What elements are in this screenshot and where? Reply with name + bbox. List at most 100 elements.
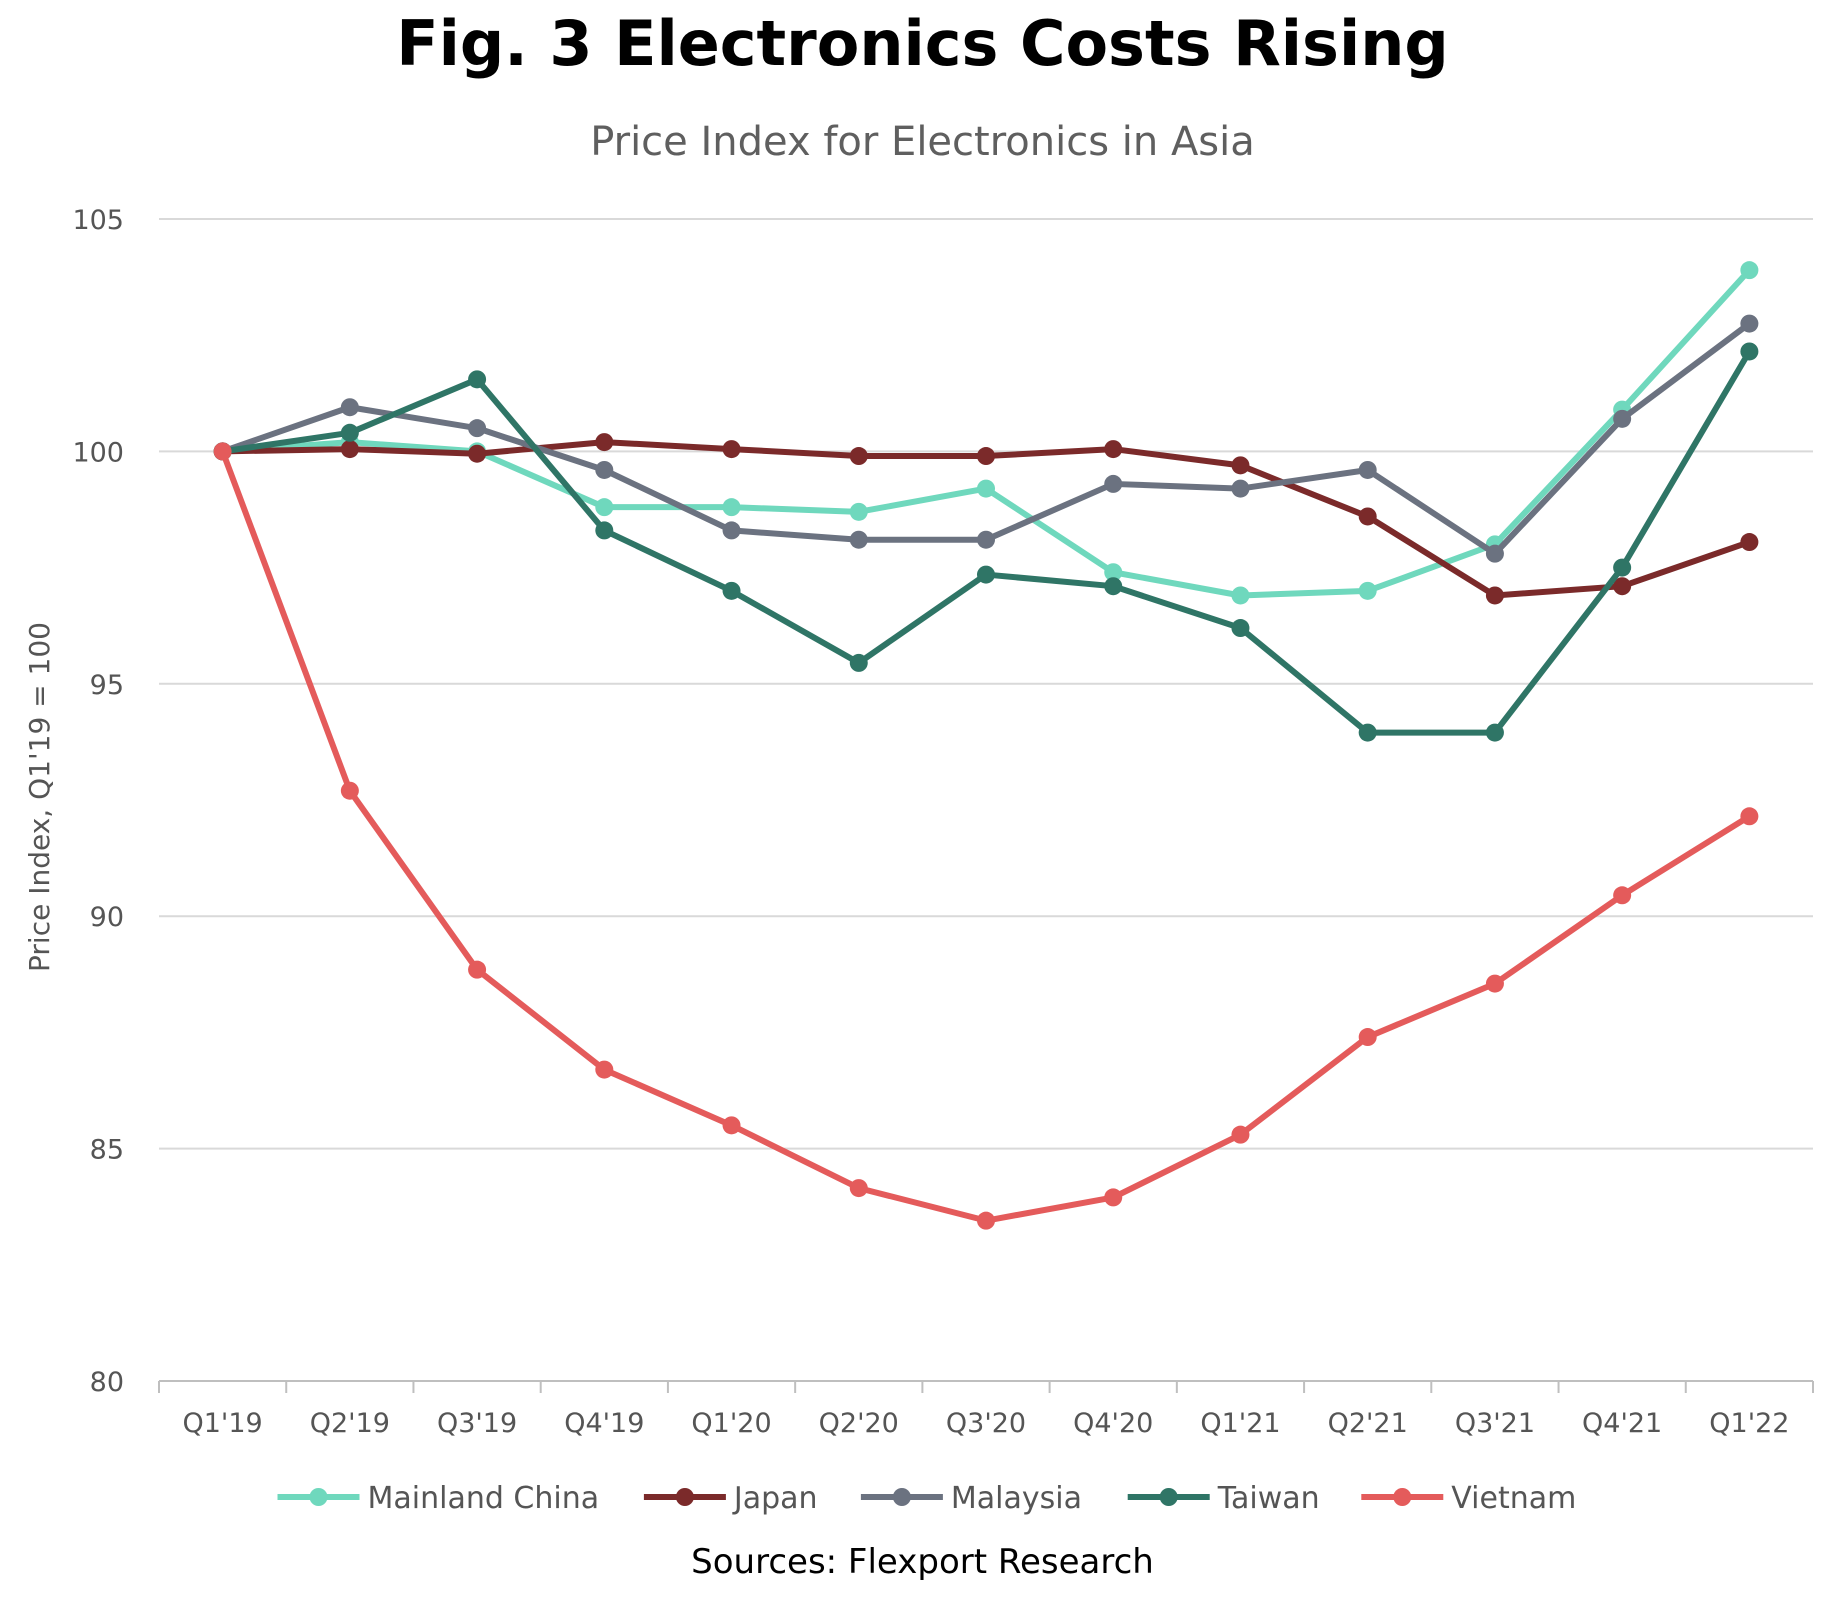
data-point-malaysia bbox=[1485, 544, 1504, 563]
data-point-taiwan bbox=[340, 423, 359, 442]
data-point-mainland-china bbox=[1231, 586, 1250, 605]
x-tick-label: Q2'21 bbox=[1328, 1408, 1408, 1439]
legend-label: Taiwan bbox=[1217, 1481, 1320, 1516]
data-point-vietnam bbox=[340, 781, 359, 800]
data-point-mainland-china bbox=[1104, 563, 1123, 582]
data-point-taiwan bbox=[468, 370, 487, 389]
data-point-taiwan bbox=[722, 581, 741, 600]
y-tick-label: 90 bbox=[90, 902, 124, 933]
legend-label: Mainland China bbox=[368, 1481, 600, 1516]
data-point-vietnam bbox=[722, 1116, 741, 1135]
legend-label: Malaysia bbox=[951, 1481, 1082, 1516]
data-point-taiwan bbox=[1740, 342, 1759, 361]
data-point-mainland-china bbox=[1358, 581, 1377, 600]
y-axis-title: Price Index, Q1'19 = 100 bbox=[23, 622, 56, 972]
data-point-japan bbox=[468, 444, 487, 463]
data-point-japan bbox=[1485, 586, 1504, 605]
series-taiwan bbox=[213, 342, 1759, 742]
data-point-japan bbox=[340, 440, 359, 459]
data-point-japan bbox=[849, 447, 868, 466]
data-point-vietnam bbox=[1231, 1125, 1250, 1144]
x-tick-label: Q4'19 bbox=[564, 1408, 644, 1439]
y-tick-label: 105 bbox=[72, 205, 124, 236]
legend-item-mainland-china: Mainland China bbox=[277, 1481, 600, 1516]
data-point-malaysia bbox=[340, 398, 359, 417]
x-tick-label: Q1'19 bbox=[183, 1408, 263, 1439]
legend-label: Vietnam bbox=[1451, 1481, 1576, 1516]
data-point-vietnam bbox=[977, 1211, 995, 1230]
x-tick-label: Q4'20 bbox=[1073, 1408, 1153, 1439]
data-point-vietnam bbox=[1740, 807, 1759, 826]
legend-swatch-marker bbox=[675, 1488, 694, 1506]
x-tick-label: Q3'20 bbox=[946, 1408, 1026, 1439]
data-point-malaysia bbox=[1104, 474, 1123, 493]
x-tick-label: Q3'21 bbox=[1455, 1408, 1535, 1439]
x-tick-label: Q2'19 bbox=[310, 1408, 390, 1439]
data-point-japan bbox=[977, 447, 995, 466]
data-point-malaysia bbox=[1613, 409, 1632, 428]
data-point-taiwan bbox=[595, 521, 614, 540]
data-point-mainland-china bbox=[849, 502, 868, 521]
x-tick-label: Q2'20 bbox=[819, 1408, 899, 1439]
x-tick-label: Q3'19 bbox=[437, 1408, 517, 1439]
series-lines bbox=[213, 261, 1759, 1230]
data-point-mainland-china bbox=[722, 498, 741, 517]
data-point-vietnam bbox=[213, 442, 232, 461]
data-point-malaysia bbox=[1231, 479, 1250, 498]
data-point-mainland-china bbox=[595, 498, 614, 517]
data-point-malaysia bbox=[849, 530, 868, 549]
data-point-mainland-china bbox=[977, 479, 995, 498]
data-point-malaysia bbox=[1740, 314, 1759, 333]
data-point-malaysia bbox=[595, 460, 614, 479]
data-point-japan bbox=[1613, 577, 1632, 596]
legend: Mainland China Japan Malaysia Taiwan Vietnam bbox=[277, 1481, 1576, 1516]
y-tick-label: 95 bbox=[90, 670, 124, 701]
data-point-taiwan bbox=[1485, 723, 1504, 742]
data-point-malaysia bbox=[468, 419, 487, 438]
data-point-vietnam bbox=[1613, 886, 1632, 905]
data-point-japan bbox=[1104, 440, 1123, 459]
axes: 80 85 90 95 100 105 Q1'19 Q2'19 Q3'19 Q4'19 Q1'20 Q… bbox=[72, 205, 1814, 1439]
legend-item-taiwan: Taiwan bbox=[1127, 1481, 1320, 1516]
x-tick-label: Q4'21 bbox=[1582, 1408, 1662, 1439]
series-mainland-china bbox=[213, 261, 1759, 605]
data-point-japan bbox=[1358, 507, 1377, 526]
legend-swatch-marker bbox=[1159, 1488, 1178, 1506]
y-tick-label: 85 bbox=[90, 1135, 124, 1166]
data-point-taiwan bbox=[1358, 723, 1377, 742]
x-tick-label: Q1'22 bbox=[1709, 1408, 1789, 1439]
data-point-japan bbox=[595, 433, 614, 452]
legend-item-vietnam: Vietnam bbox=[1361, 1481, 1576, 1516]
legend-swatch-marker bbox=[1393, 1488, 1412, 1506]
x-tick-label: Q1'21 bbox=[1200, 1408, 1280, 1439]
chart-subtitle: Price Index for Electronics in Asia bbox=[590, 119, 1255, 165]
data-point-vietnam bbox=[1485, 974, 1504, 993]
data-point-japan bbox=[1231, 456, 1250, 475]
data-point-taiwan bbox=[849, 653, 868, 672]
data-point-taiwan bbox=[1613, 558, 1632, 577]
data-point-vietnam bbox=[468, 960, 487, 979]
series-vietnam bbox=[213, 442, 1759, 1230]
legend-swatch-marker bbox=[892, 1488, 911, 1506]
data-point-taiwan bbox=[1104, 577, 1123, 596]
data-point-japan bbox=[1740, 533, 1759, 552]
data-point-vietnam bbox=[595, 1060, 614, 1079]
legend-item-malaysia: Malaysia bbox=[860, 1481, 1082, 1516]
data-point-vietnam bbox=[1104, 1188, 1123, 1207]
data-point-mainland-china bbox=[1740, 261, 1759, 280]
data-point-japan bbox=[722, 440, 741, 459]
source-note: Sources: Flexport Research bbox=[691, 1542, 1154, 1582]
y-tick-label: 80 bbox=[90, 1367, 124, 1398]
legend-item-japan: Japan bbox=[643, 1481, 818, 1516]
data-point-malaysia bbox=[977, 530, 995, 549]
y-tick-label: 100 bbox=[72, 437, 124, 468]
series-malaysia bbox=[213, 314, 1759, 563]
x-tick-label: Q1'20 bbox=[691, 1408, 771, 1439]
data-point-vietnam bbox=[849, 1179, 868, 1198]
data-point-vietnam bbox=[1358, 1028, 1377, 1047]
legend-label: Japan bbox=[732, 1481, 818, 1516]
data-point-taiwan bbox=[977, 565, 995, 584]
data-point-malaysia bbox=[722, 521, 741, 540]
data-point-taiwan bbox=[1231, 619, 1250, 638]
